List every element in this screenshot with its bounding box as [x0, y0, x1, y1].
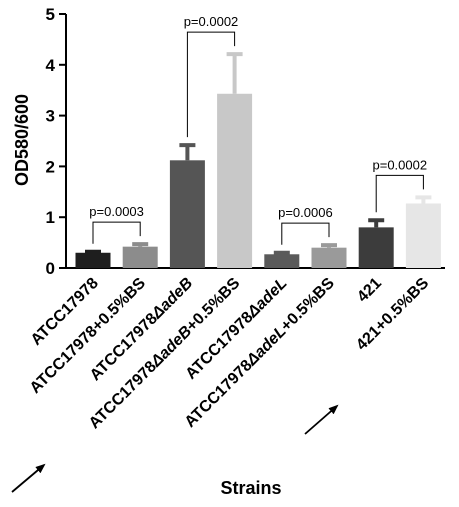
bar [75, 252, 111, 268]
bar [169, 160, 205, 268]
y-tick-label: 2 [46, 157, 55, 176]
significance-bracket [375, 174, 424, 213]
y-tick-label: 0 [46, 259, 55, 278]
bar [311, 247, 347, 268]
significance-bracket [186, 31, 236, 138]
y-tick-label: 3 [46, 107, 55, 126]
p-value-label: p=0.0002 [373, 157, 428, 172]
bar [405, 203, 441, 268]
bar [358, 227, 394, 268]
p-value-label: p=0.0006 [278, 205, 333, 220]
significance-bracket [92, 221, 141, 244]
x-axis-label: Strains [220, 478, 281, 498]
y-tick-label: 1 [46, 208, 55, 227]
x-tick-label: 421 [354, 275, 385, 306]
error-bars [85, 52, 432, 255]
bars [75, 93, 441, 268]
significance-brackets: p=0.0003 p=0.0002 p=0.0006 p=0.0002 [89, 14, 427, 245]
y-tick-label: 5 [46, 5, 55, 24]
bar [217, 93, 253, 268]
highlight-arrow-icon [304, 404, 339, 435]
highlight-arrows [11, 404, 339, 493]
bar [264, 254, 300, 268]
y-tick-label: 4 [46, 56, 56, 75]
p-value-label: p=0.0003 [89, 204, 144, 219]
highlight-arrow-icon [11, 463, 46, 493]
p-value-label: p=0.0002 [184, 14, 239, 29]
significance-bracket [281, 222, 330, 245]
x-tick-labels: ATCC17978ATCC17978+0.5%BSATCC17978ΔadeBA… [27, 275, 433, 433]
y-axis-label: OD580/600 [12, 94, 32, 186]
bar [122, 246, 158, 268]
